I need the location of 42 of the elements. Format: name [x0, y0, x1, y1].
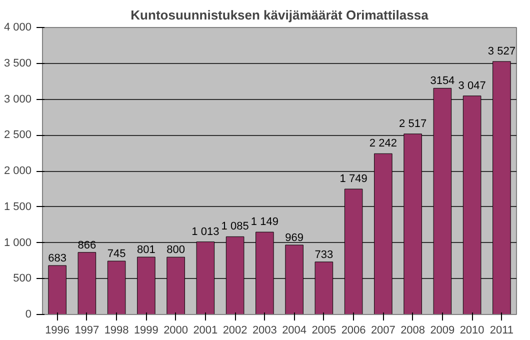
- data-label: 3 047: [458, 80, 486, 92]
- x-tick-label: 2008: [400, 324, 426, 336]
- x-tick-label: 1998: [104, 324, 129, 336]
- data-label: 1 749: [340, 173, 368, 186]
- data-label: 2 517: [399, 118, 427, 130]
- data-label: 3154: [430, 75, 455, 88]
- y-tick-label: 1 500: [4, 200, 32, 213]
- x-tick-label: 2009: [430, 324, 455, 336]
- data-label: 801: [137, 244, 156, 256]
- y-tick-label: 500: [13, 272, 32, 285]
- data-label: 866: [78, 239, 96, 252]
- x-tick-label: 1996: [45, 324, 70, 336]
- data-label: 3 527: [488, 45, 516, 58]
- x-tick-label: 1999: [134, 324, 158, 336]
- data-label: 1 013: [192, 226, 220, 238]
- x-tick-label: 2004: [282, 324, 307, 336]
- data-label: 969: [285, 232, 304, 244]
- y-tick-label: 2 500: [4, 129, 32, 142]
- y-tick-label: 2 000: [4, 165, 32, 177]
- y-tick-label: 0: [25, 308, 32, 320]
- y-tick-label: 1 000: [4, 236, 32, 249]
- x-tick-label: 1997: [74, 324, 100, 336]
- data-label: 2 242: [369, 138, 397, 150]
- x-tick-label: 2011: [490, 324, 514, 336]
- x-tick-label: 2005: [312, 324, 336, 336]
- y-tick-label: 4 000: [4, 22, 32, 34]
- x-tick-label: 2006: [341, 324, 366, 336]
- data-label: 733: [314, 248, 334, 261]
- data-label: 683: [48, 252, 66, 264]
- x-tick-label: 2010: [460, 324, 484, 336]
- x-tick-label: 2000: [164, 324, 188, 336]
- x-tick-label: 2007: [370, 324, 396, 336]
- data-label: 1 085: [221, 220, 249, 233]
- x-tick-label: 2002: [222, 324, 248, 336]
- data-label: 745: [107, 248, 126, 260]
- x-tick-label: 2003: [252, 324, 277, 336]
- chart-title: Kuntosuunnistuksen kävijämäärät Orimattilassa: [130, 8, 430, 22]
- data-label: 1 149: [250, 216, 278, 228]
- data-label: 800: [166, 244, 185, 256]
- y-tick-label: 3 000: [4, 93, 32, 106]
- y-tick-label: 3 500: [4, 57, 32, 70]
- x-tick-label: 2001: [193, 324, 218, 336]
